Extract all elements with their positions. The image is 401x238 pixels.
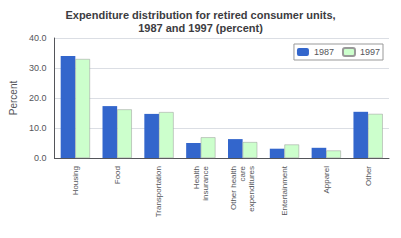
- svg-text:Housing: Housing: [71, 166, 80, 195]
- svg-text:Apparel: Apparel: [322, 166, 331, 194]
- svg-text:Health: Health: [192, 166, 201, 189]
- svg-text:30.0: 30.0: [29, 63, 47, 73]
- svg-text:Food: Food: [113, 166, 122, 184]
- svg-text:care: care: [238, 165, 247, 181]
- svg-text:1997: 1997: [360, 47, 380, 57]
- svg-text:1987 and 1997 (percent): 1987 and 1997 (percent): [138, 22, 263, 34]
- svg-text:Entertainment: Entertainment: [280, 165, 289, 216]
- svg-text:20.0: 20.0: [29, 93, 47, 103]
- svg-text:40.0: 40.0: [29, 33, 47, 43]
- svg-text:Other: Other: [364, 166, 373, 186]
- svg-text:Transportation: Transportation: [154, 166, 163, 217]
- svg-text:expenditures: expenditures: [247, 166, 256, 212]
- svg-text:insurance: insurance: [201, 165, 210, 200]
- svg-text:Percent: Percent: [8, 81, 19, 116]
- svg-text:0.0: 0.0: [34, 153, 47, 163]
- svg-text:Expenditure distribution for r: Expenditure distribution for retired con…: [65, 9, 335, 21]
- svg-text:Other health: Other health: [229, 166, 238, 210]
- svg-text:10.0: 10.0: [29, 123, 47, 133]
- svg-text:1987: 1987: [314, 47, 334, 57]
